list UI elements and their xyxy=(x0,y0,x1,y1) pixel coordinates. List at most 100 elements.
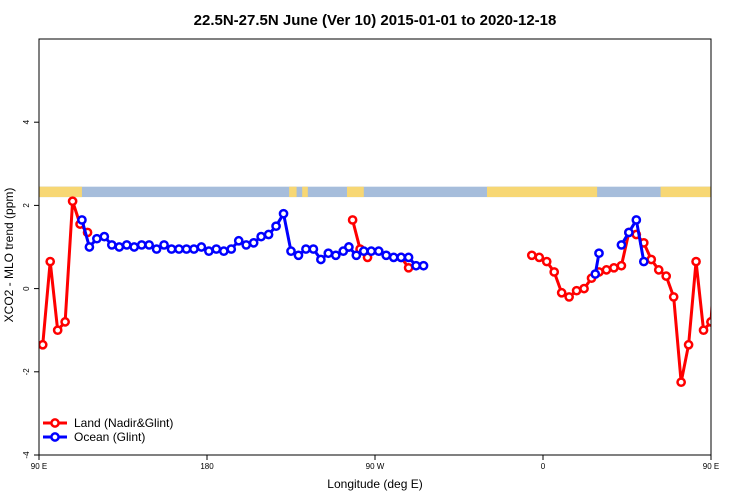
y-tick-label: -4 xyxy=(22,451,31,459)
data-point xyxy=(638,256,649,267)
data-point xyxy=(226,244,237,254)
data-point xyxy=(571,285,582,296)
ocean-series xyxy=(77,208,750,279)
data-point xyxy=(534,252,545,263)
land-mask-segment xyxy=(39,186,82,198)
data-point xyxy=(646,254,657,265)
data-point xyxy=(683,339,694,350)
data-point xyxy=(196,242,207,252)
x-tick-label: 90 W xyxy=(366,462,385,471)
data-point xyxy=(396,252,406,263)
y-tick-label: 0 xyxy=(22,286,31,291)
data-point xyxy=(706,317,711,327)
x-tick-label: 90 E xyxy=(31,462,47,471)
data-point xyxy=(106,240,117,250)
data-point xyxy=(323,248,334,259)
x-tick-label: 0 xyxy=(541,462,546,471)
data-point xyxy=(92,233,102,244)
data-point xyxy=(616,260,627,271)
data-point xyxy=(77,215,87,225)
data-point xyxy=(601,265,612,275)
data-point xyxy=(549,267,560,277)
data-point xyxy=(698,325,709,336)
data-point xyxy=(351,250,362,261)
y-tick-label: -2 xyxy=(22,368,31,376)
data-point xyxy=(136,240,147,250)
data-point xyxy=(121,240,132,250)
data-point xyxy=(263,229,274,240)
data-point xyxy=(541,256,552,267)
data-point xyxy=(330,250,341,261)
x-tick-label: 90 E xyxy=(703,462,719,471)
y-axis-label: XCO2 - MLO trend (ppm) xyxy=(2,188,16,323)
data-point xyxy=(715,198,722,205)
data-point xyxy=(624,227,634,238)
data-point xyxy=(734,243,741,250)
data-point xyxy=(174,244,184,254)
data-point xyxy=(403,262,414,273)
data-point xyxy=(99,231,110,242)
ocean-mask-strip xyxy=(39,186,711,198)
legend-marker xyxy=(50,418,60,428)
data-point xyxy=(526,250,537,261)
land-mask-segment xyxy=(289,186,297,198)
legend-marker xyxy=(50,432,60,442)
data-point xyxy=(564,292,574,302)
data-point xyxy=(358,246,369,257)
data-point xyxy=(67,196,78,207)
data-point xyxy=(293,250,304,261)
x-axis-label: Longitude (deg E) xyxy=(327,477,422,491)
data-point xyxy=(39,339,48,350)
data-point xyxy=(84,242,95,252)
legend: Land (Nadir&Glint)Ocean (Glint) xyxy=(43,416,173,444)
data-point xyxy=(590,269,601,279)
data-point xyxy=(45,256,56,267)
data-point xyxy=(594,248,604,259)
data-point xyxy=(366,246,377,257)
data-point xyxy=(248,237,259,248)
data-point xyxy=(144,240,154,250)
series-line xyxy=(531,230,711,384)
data-point xyxy=(181,244,192,254)
data-point xyxy=(722,221,729,228)
series-line xyxy=(620,218,646,262)
data-point xyxy=(278,208,289,219)
data-point xyxy=(381,250,392,261)
data-point xyxy=(316,254,326,265)
land-mask-segment xyxy=(487,186,598,198)
data-point xyxy=(114,242,125,252)
series-line xyxy=(730,220,750,251)
data-point xyxy=(653,265,664,275)
data-point xyxy=(403,252,414,263)
land-mask-segment xyxy=(302,186,308,198)
data-point xyxy=(60,317,70,327)
data-point xyxy=(151,244,162,254)
data-point xyxy=(726,216,733,223)
land-mask-segment xyxy=(660,186,711,198)
y-tick-label: 4 xyxy=(22,119,31,124)
data-point xyxy=(347,215,358,225)
data-point xyxy=(616,240,627,250)
data-point xyxy=(233,235,244,246)
data-point xyxy=(388,252,399,263)
data-point xyxy=(256,231,266,242)
data-point xyxy=(301,244,311,254)
legend-label: Land (Nadir&Glint) xyxy=(74,416,173,430)
x-tick-label: 180 xyxy=(200,462,214,471)
data-point xyxy=(189,244,199,254)
data-point xyxy=(204,246,214,257)
data-point xyxy=(579,283,589,294)
data-point xyxy=(418,260,429,271)
land-mask-segment xyxy=(347,186,364,198)
data-point xyxy=(286,246,296,257)
data-point xyxy=(271,221,281,232)
data-point xyxy=(373,246,384,257)
data-point xyxy=(211,244,222,254)
data-point xyxy=(52,325,63,336)
data-point xyxy=(344,242,354,252)
data-point xyxy=(661,271,672,281)
data-point xyxy=(691,256,701,267)
data-point xyxy=(241,240,252,250)
